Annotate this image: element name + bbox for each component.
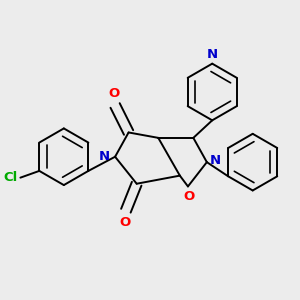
Text: N: N xyxy=(99,150,110,163)
Text: O: O xyxy=(119,216,130,229)
Text: O: O xyxy=(184,190,195,203)
Text: N: N xyxy=(209,154,221,167)
Text: O: O xyxy=(108,87,119,100)
Text: N: N xyxy=(207,48,218,61)
Text: Cl: Cl xyxy=(4,171,18,184)
